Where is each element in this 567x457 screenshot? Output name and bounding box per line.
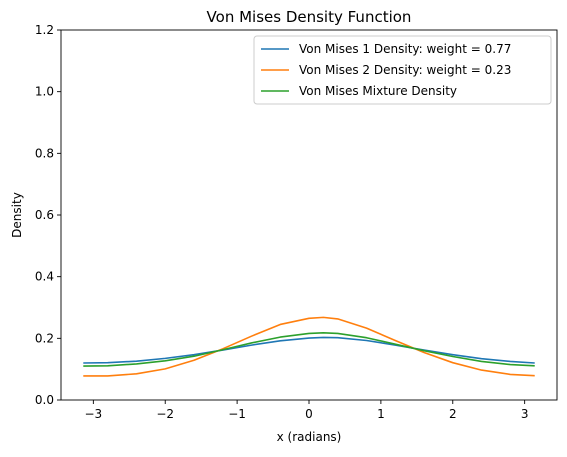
chart-title: Von Mises Density Function bbox=[207, 8, 412, 26]
x-tick-label: 1 bbox=[377, 407, 385, 421]
y-tick-label: 0.8 bbox=[35, 146, 54, 160]
x-tick-label: −1 bbox=[228, 407, 246, 421]
y-tick-label: 0.0 bbox=[35, 393, 54, 407]
series-line-3 bbox=[83, 331, 535, 367]
x-tick-label: −2 bbox=[156, 407, 174, 421]
legend-label-3: Von Mises Mixture Density bbox=[299, 84, 457, 98]
legend-label-2: Von Mises 2 Density: weight = 0.23 bbox=[299, 63, 511, 77]
axes: −3 −2 −1 0 1 2 3 0.0 0.2 0.4 0.6 0.8 1.0 1.2 bbox=[35, 23, 558, 421]
plot-area bbox=[83, 316, 535, 377]
x-axis-label: x (radians) bbox=[277, 430, 342, 444]
series-line-2 bbox=[83, 316, 535, 377]
y-tick-label: 0.6 bbox=[35, 208, 54, 222]
x-tick-label: 3 bbox=[521, 407, 529, 421]
legend-box bbox=[253, 35, 552, 105]
series-line-1 bbox=[83, 336, 535, 364]
legend: Von Mises 1 Density: weight = 0.77 Von Mi… bbox=[253, 35, 552, 105]
y-tick-label: 0.4 bbox=[35, 270, 54, 284]
y-tick-label: 0.2 bbox=[35, 331, 54, 345]
x-tick-label: 0 bbox=[305, 407, 313, 421]
y-axis-label: Density bbox=[10, 192, 24, 238]
y-tick-label: 1.2 bbox=[35, 23, 54, 37]
x-tick-label: 2 bbox=[449, 407, 457, 421]
y-tick-label: 1.0 bbox=[35, 85, 54, 99]
legend-label-1: Von Mises 1 Density: weight = 0.77 bbox=[299, 42, 511, 56]
x-tick-label: −3 bbox=[84, 407, 102, 421]
